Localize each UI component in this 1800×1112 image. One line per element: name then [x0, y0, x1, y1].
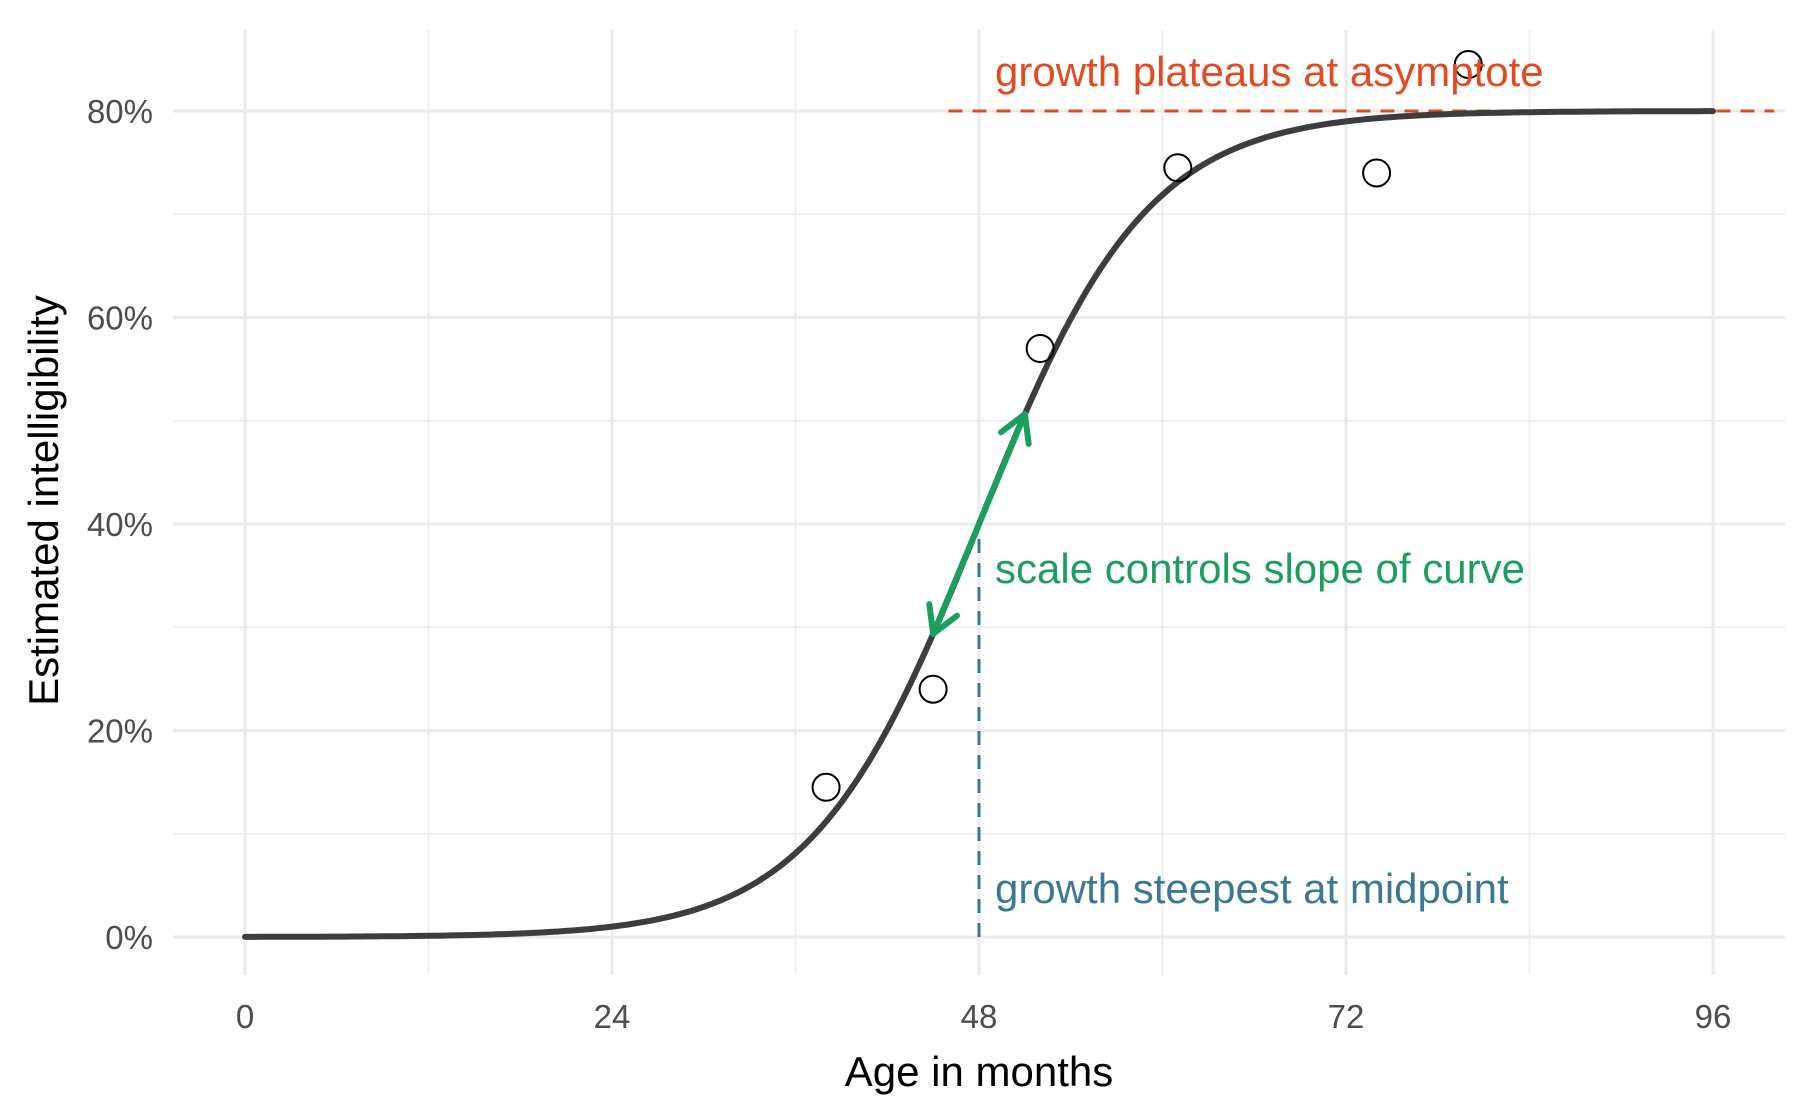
x-axis-title: Age in months	[845, 1048, 1114, 1095]
y-axis-title: Estimated intelligibility	[20, 295, 67, 706]
y-axis-tick-labels: 0% 20% 40% 60% 80%	[87, 93, 153, 956]
data-point	[1163, 153, 1193, 183]
x-tick-label: 48	[961, 998, 998, 1035]
y-tick-label: 20%	[87, 713, 153, 750]
data-point	[811, 772, 841, 802]
y-tick-label: 0%	[105, 919, 153, 956]
data-point	[1025, 333, 1055, 363]
x-tick-label: 72	[1328, 998, 1365, 1035]
y-tick-label: 80%	[87, 93, 153, 130]
data-point	[1362, 158, 1392, 188]
asymptote-annotation: growth plateaus at asymptote	[995, 48, 1544, 95]
data-point	[918, 674, 948, 704]
reference-lines	[948, 109, 1775, 937]
y-tick-label: 40%	[87, 506, 153, 543]
midpoint-annotation: growth steepest at midpoint	[995, 865, 1509, 912]
slope-arrow-shaft	[930, 411, 1028, 637]
y-tick-label: 60%	[87, 300, 153, 337]
slope-arrow-head-lower	[926, 601, 960, 637]
slope-arrow-layer	[926, 411, 1032, 637]
data-points	[811, 50, 1483, 802]
x-tick-label: 24	[594, 998, 631, 1035]
x-axis-tick-labels: 0 24 48 72 96	[236, 998, 1732, 1035]
scale-annotation: scale controls slope of curve	[995, 545, 1525, 592]
x-tick-label: 0	[236, 998, 254, 1035]
data-point	[1453, 50, 1483, 80]
x-tick-label: 96	[1695, 998, 1732, 1035]
slope-arrow-head-upper	[998, 411, 1032, 447]
